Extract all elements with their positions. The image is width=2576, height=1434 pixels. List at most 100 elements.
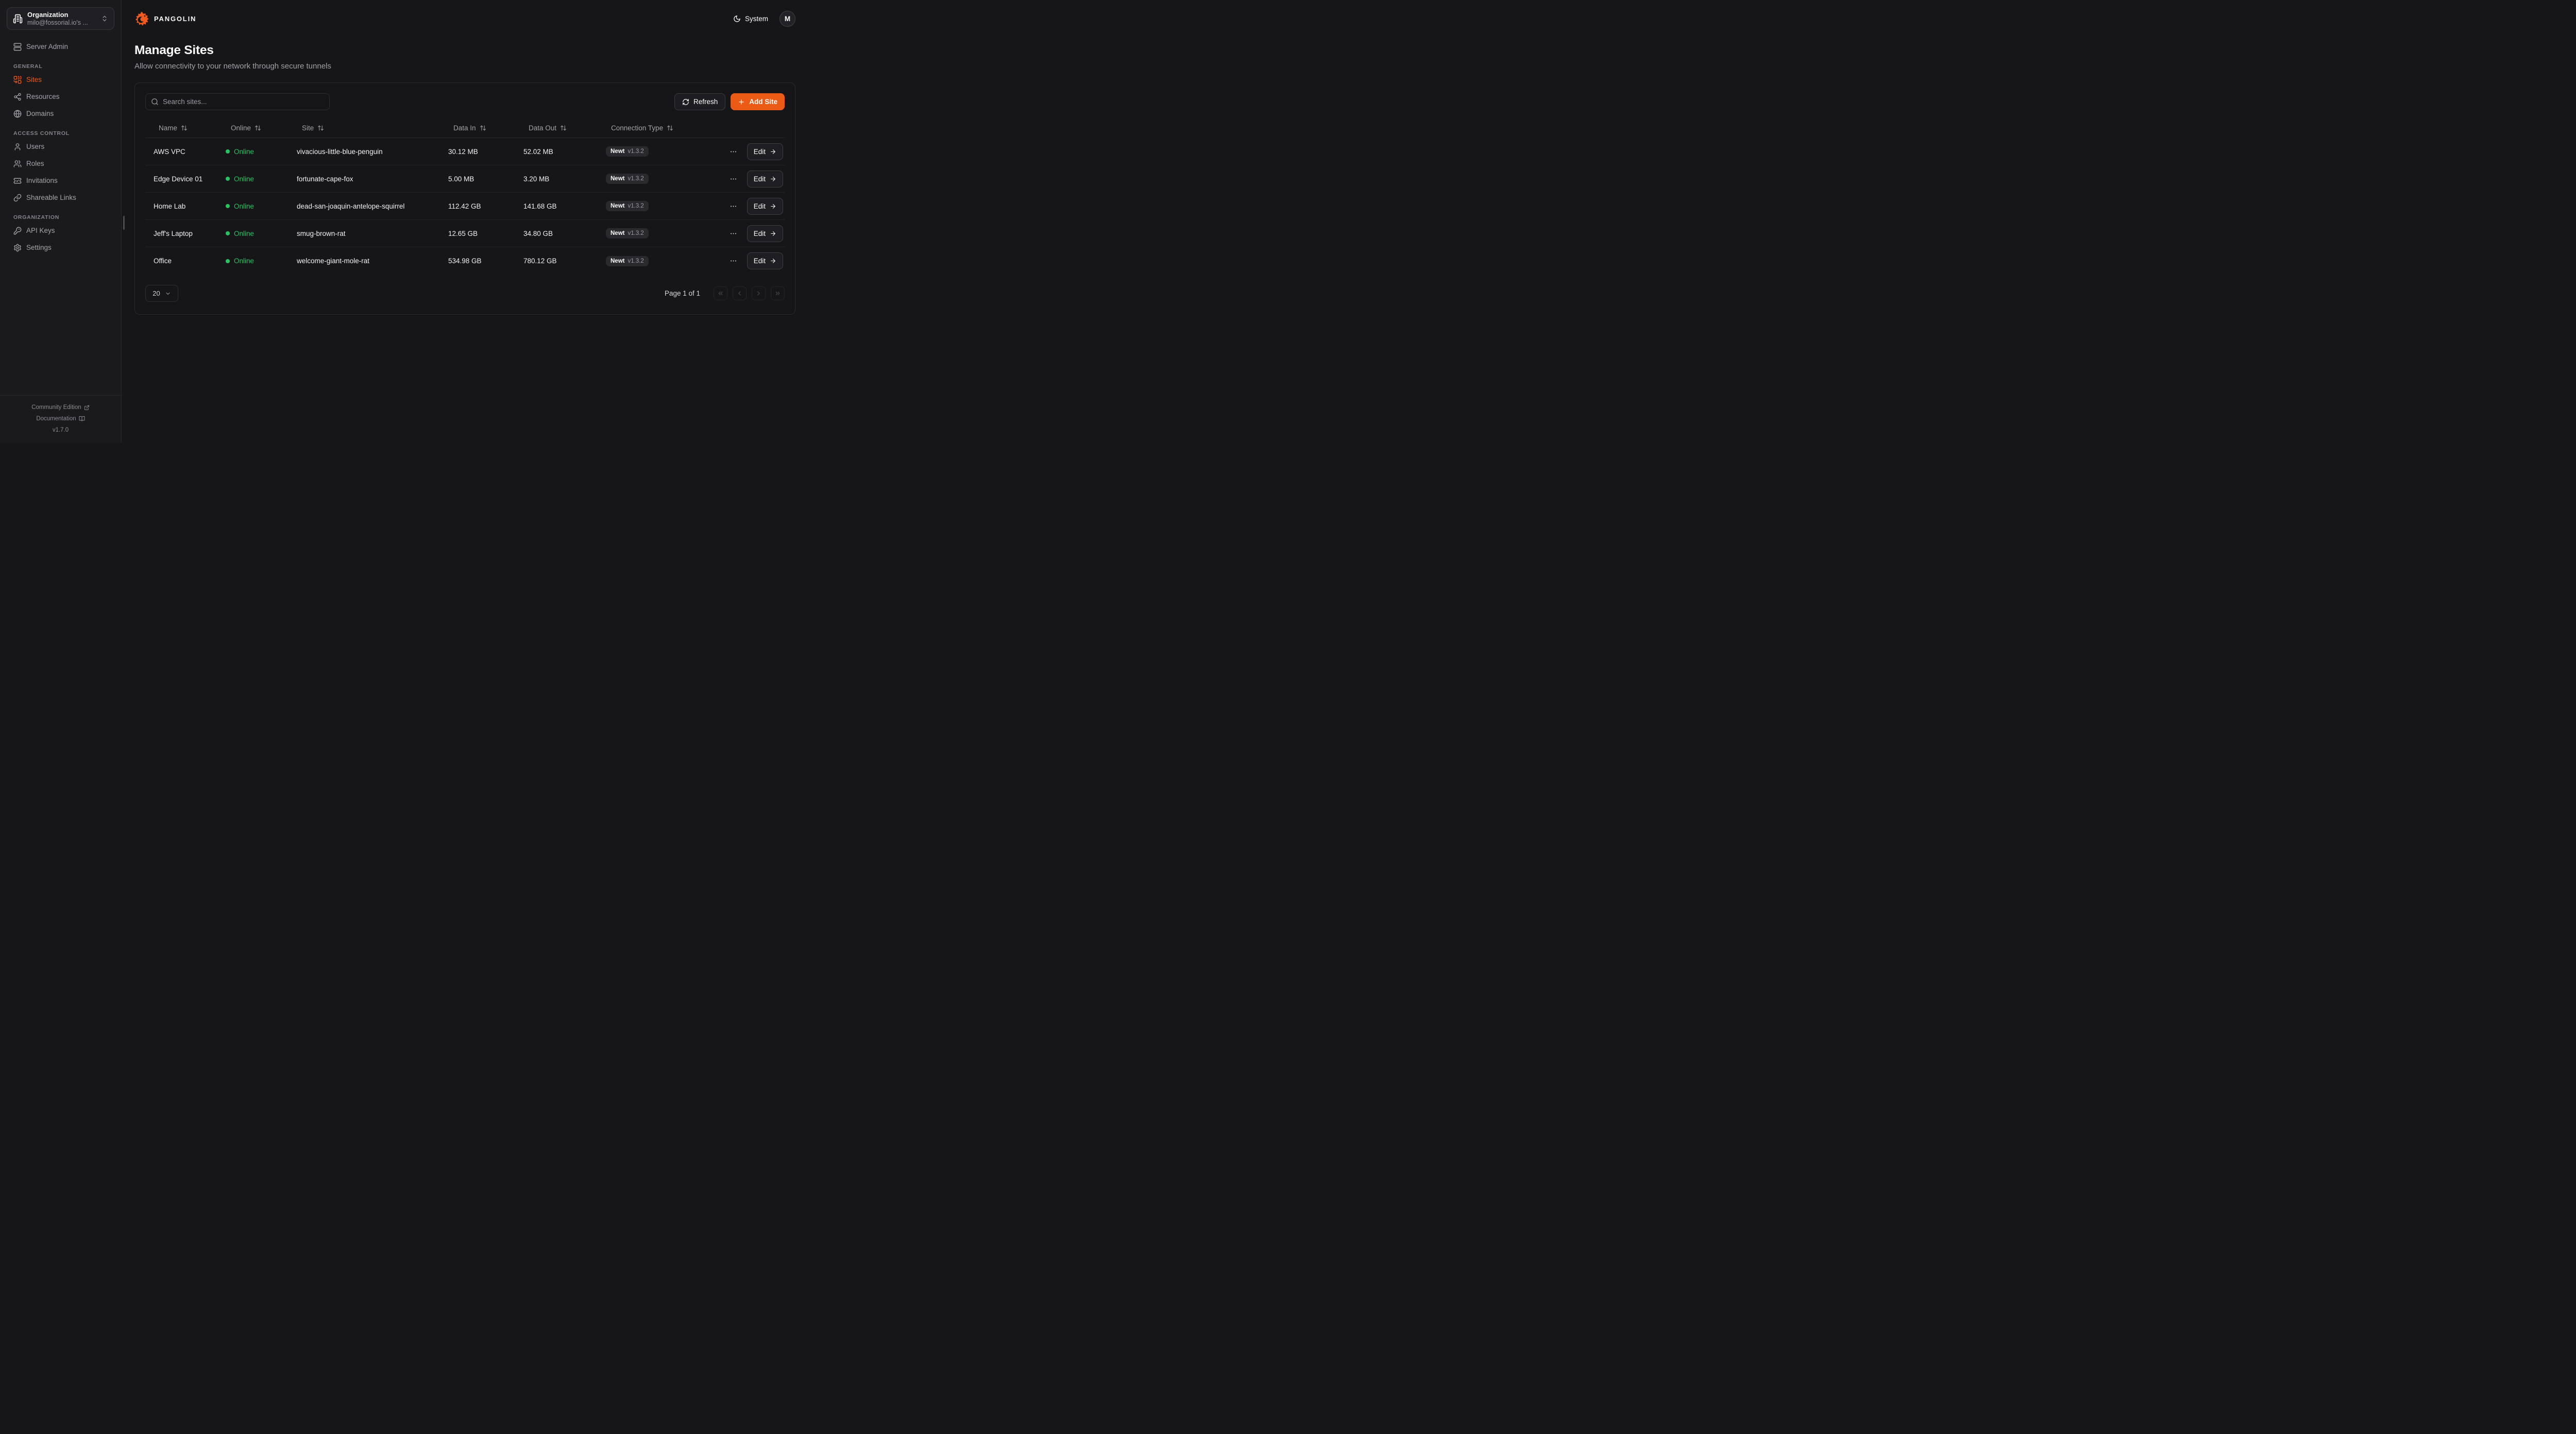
add-site-button[interactable]: Add Site — [731, 93, 785, 110]
sidebar-item-resources[interactable]: Resources — [7, 88, 114, 105]
page-size-value: 20 — [152, 289, 160, 297]
table-row: Edge Device 01 Online fortunate-cape-fox… — [145, 165, 785, 193]
column-header-label: Online — [231, 124, 251, 132]
search-icon — [151, 98, 159, 106]
edit-button[interactable]: Edit — [747, 197, 783, 215]
community-edition-link[interactable]: Community Edition — [31, 404, 81, 411]
table-row: Home Lab Online dead-san-joaquin-antelop… — [145, 193, 785, 220]
sidebar-item-shareable-links[interactable]: Shareable Links — [7, 189, 114, 206]
row-menu-button[interactable] — [728, 229, 738, 238]
plus-icon — [738, 98, 745, 106]
row-actions-cell: Edit — [716, 143, 785, 160]
online-status-label: Online — [234, 202, 255, 210]
arrow-right-icon — [770, 148, 776, 155]
user-icon — [13, 143, 22, 151]
site-name-cell: Office — [154, 257, 172, 265]
connection-type-cell: Newt v1.3.2 — [598, 228, 716, 238]
column-header-data-out[interactable]: Data Out — [515, 124, 598, 132]
data-out-cell: 141.68 GB — [523, 202, 557, 210]
previous-page-button[interactable] — [733, 286, 747, 300]
sidebar-item-label: API Keys — [26, 227, 55, 234]
site-tunnel-cell: dead-san-joaquin-antelope-squirrel — [297, 202, 405, 210]
page-subtitle: Allow connectivity to your network throu… — [134, 62, 331, 71]
globe-icon — [13, 110, 22, 118]
column-header-data-in[interactable]: Data In — [440, 124, 515, 132]
building-icon — [13, 14, 23, 24]
connection-type-name: Newt — [611, 148, 625, 155]
sidebar-item-settings[interactable]: Settings — [7, 239, 114, 256]
refresh-button[interactable]: Refresh — [674, 93, 726, 110]
online-status-dot — [226, 149, 230, 153]
theme-toggle-label: System — [744, 14, 768, 23]
theme-toggle[interactable]: System — [733, 15, 768, 23]
site-name-cell: AWS VPC — [154, 147, 185, 156]
documentation-link[interactable]: Documentation — [36, 416, 76, 422]
sidebar-item-sites[interactable]: Sites — [7, 71, 114, 88]
edit-button[interactable]: Edit — [747, 143, 783, 160]
table-row: Office Online welcome-giant-mole-rat 534… — [145, 247, 785, 275]
row-actions-cell: Edit — [716, 197, 785, 215]
refresh-button-label: Refresh — [693, 98, 718, 106]
column-header-name[interactable]: Name — [145, 124, 217, 132]
connection-type-cell: Newt v1.3.2 — [598, 201, 716, 211]
edit-button[interactable]: Edit — [747, 170, 783, 187]
data-out-cell: 780.12 GB — [523, 257, 557, 265]
edit-button[interactable]: Edit — [747, 225, 783, 242]
table-row: AWS VPC Online vivacious-little-blue-pen… — [145, 138, 785, 165]
top-bar: PANGOLIN System M — [134, 0, 795, 37]
site-name-cell: Jeff's Laptop — [154, 229, 193, 237]
pagination-buttons — [714, 286, 785, 300]
connection-type-badge: Newt v1.3.2 — [606, 174, 649, 184]
gear-icon — [13, 244, 22, 252]
add-site-button-label: Add Site — [749, 98, 777, 106]
sort-icon — [317, 125, 324, 131]
edit-button-label: Edit — [753, 202, 766, 210]
first-page-button[interactable] — [714, 286, 727, 300]
connection-type-name: Newt — [611, 258, 625, 264]
sidebar-item-domains[interactable]: Domains — [7, 105, 114, 122]
avatar[interactable]: M — [779, 10, 795, 27]
arrow-right-icon — [770, 258, 776, 264]
card-toolbar: Refresh Add Site — [145, 93, 785, 110]
column-header-online[interactable]: Online — [217, 124, 289, 132]
row-actions-cell: Edit — [716, 170, 785, 187]
page-size-select[interactable]: 20 — [145, 285, 178, 302]
row-menu-button[interactable] — [728, 174, 738, 184]
sidebar-item-label: Resources — [26, 93, 60, 100]
edit-button[interactable]: Edit — [747, 252, 783, 269]
column-header-connection-type[interactable]: Connection Type — [598, 124, 716, 132]
sidebar-item-users[interactable]: Users — [7, 138, 114, 155]
data-out-cell: 3.20 MB — [523, 175, 550, 183]
connection-type-version: v1.3.2 — [628, 176, 644, 182]
row-menu-button[interactable] — [728, 256, 738, 266]
chevron-down-icon — [165, 291, 171, 297]
search-input[interactable] — [145, 93, 330, 110]
sidebar-item-roles[interactable]: Roles — [7, 155, 114, 172]
column-header-label: Data Out — [529, 124, 557, 132]
column-header-site[interactable]: Site — [289, 124, 440, 132]
sort-icon — [667, 125, 673, 131]
connection-type-badge: Newt v1.3.2 — [606, 201, 649, 211]
sites-table: Name Online Site Data In Data Out — [145, 118, 785, 275]
sidebar-item-invitations[interactable]: Invitations — [7, 172, 114, 189]
org-selector-subtitle: milo@fossorial.io's ... — [27, 19, 88, 26]
moon-icon — [733, 15, 741, 23]
row-menu-button[interactable] — [728, 147, 738, 157]
section-label-general: GENERAL — [13, 63, 43, 70]
next-page-button[interactable] — [752, 286, 766, 300]
connection-type-name: Newt — [611, 230, 625, 236]
online-status-cell: Online — [217, 175, 289, 183]
app-version: v1.7.0 — [52, 427, 69, 433]
resources-icon — [13, 93, 22, 101]
site-tunnel-cell: fortunate-cape-fox — [297, 175, 353, 183]
org-selector[interactable]: Organization milo@fossorial.io's ... — [7, 7, 114, 30]
sidebar-item-server-admin[interactable]: Server Admin — [7, 38, 114, 55]
last-page-button[interactable] — [771, 286, 785, 300]
column-header-label: Name — [159, 124, 178, 132]
connection-type-version: v1.3.2 — [628, 203, 644, 209]
connection-type-cell: Newt v1.3.2 — [598, 255, 716, 266]
row-menu-button[interactable] — [728, 201, 738, 211]
sidebar-item-api-keys[interactable]: API Keys — [7, 222, 114, 239]
sidebar-scrollbar-thumb[interactable] — [123, 216, 125, 230]
main-content: PANGOLIN System M Manage Sites Allow con… — [122, 0, 808, 443]
